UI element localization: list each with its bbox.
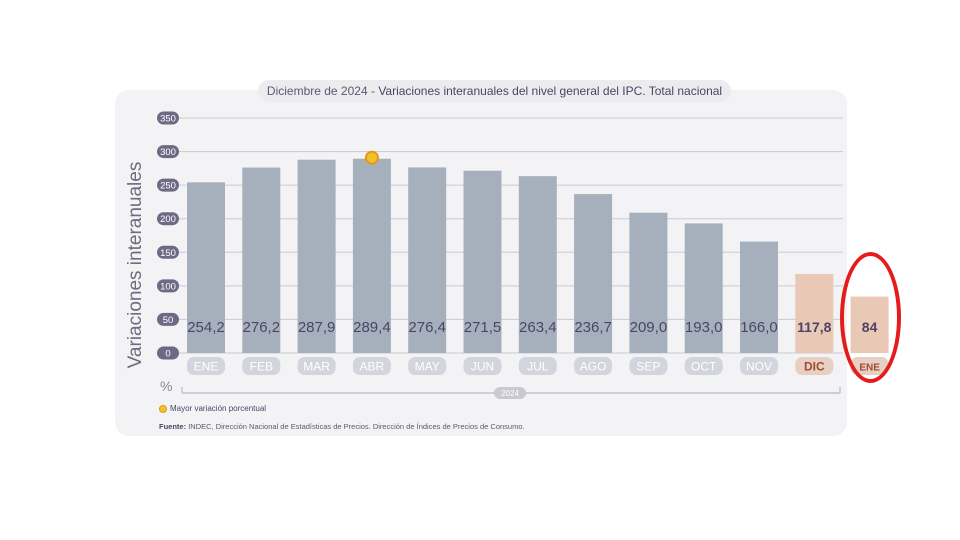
bar-value-label: 276,4 [408,319,446,336]
category-label: OCT [691,360,717,374]
bar [297,159,336,353]
y-tick-pill [157,279,179,293]
y-tick-pill [157,245,179,259]
bar-value-label: 166,0 [740,319,778,336]
bar-value-label: 289,4 [353,319,391,336]
y-tick-pill [157,346,179,360]
category-label: FEB [250,360,273,374]
category-label: SEP [636,360,660,374]
bar [629,212,668,353]
bar [187,182,225,353]
y-tick-label: 250 [160,181,176,192]
year-pill [494,387,526,399]
max-marker-icon [159,404,167,413]
chart-title: Diciembre de 2024 - Variaciones interanu… [258,80,731,102]
category-label: DIC [804,360,825,374]
category-label: JUL [527,360,549,374]
category-pill [740,357,778,375]
category-label: MAY [415,360,440,374]
max-marker-icon [364,150,379,165]
y-tick-pill [157,145,179,159]
bar-value-label: 254,2 [187,319,225,336]
bar-value-label: 193,0 [685,319,723,336]
legend: Mayor variación porcentual [159,404,266,413]
bar-value-label: 263,4 [519,319,557,336]
category-pill [574,357,613,375]
category-pill [352,357,391,375]
bar [242,167,281,353]
bar-value-label: 276,2 [243,319,281,336]
category-label: MAR [303,360,330,374]
y-tick-label: 200 [160,214,176,225]
bar [740,241,778,353]
category-pill [463,357,502,375]
category-pill [187,357,225,375]
y-tick-pill [157,312,179,326]
bar-value-label: 236,7 [574,319,612,336]
y-tick-label: 0 [165,349,170,360]
category-pill [408,357,447,375]
bar [518,176,557,353]
category-pill [518,357,557,375]
year-label: 2024 [501,389,519,398]
y-tick-label: 350 [160,114,176,125]
y-tick-label: 100 [160,281,176,292]
y-tick-label: 300 [160,147,176,158]
category-pill [629,357,668,375]
category-pill [795,357,834,375]
bar [352,158,391,353]
bar [463,170,502,353]
source-text: INDEC, Dirección Nacional de Estadística… [188,422,525,431]
category-pill [297,357,336,375]
category-pill [242,357,281,375]
title-prefix: Diciembre de 2024 - [266,84,375,98]
category-label: NOV [746,360,772,374]
y-tick-pill [157,178,179,192]
bar [408,167,447,353]
bar-value-label: 271,5 [464,319,502,336]
category-pill [684,357,723,375]
bar-value-label: 287,9 [298,319,336,336]
legend-label: Mayor variación porcentual [170,404,267,413]
category-label: ENE [194,360,219,374]
y-tick-label: 50 [163,315,174,326]
y-tick-pill [157,212,179,226]
source-note: Fuente: INDEC, Dirección Nacional de Est… [159,422,525,431]
category-label: JUN [471,360,494,374]
unit-label: % [160,378,173,394]
category-label: ABR [360,360,385,374]
bar-value-label: 117,8 [797,319,831,335]
title-main: Variaciones interanuales del nivel gener… [378,84,723,98]
annotation-ring [840,252,901,383]
y-tick-pill [157,111,179,125]
bar [795,273,834,353]
category-label: AGO [580,360,607,374]
bar [684,223,723,353]
bar [574,194,613,353]
bar-value-label: 209,0 [630,319,668,336]
source-label: Fuente: [159,422,187,431]
y-tick-label: 150 [160,248,176,259]
